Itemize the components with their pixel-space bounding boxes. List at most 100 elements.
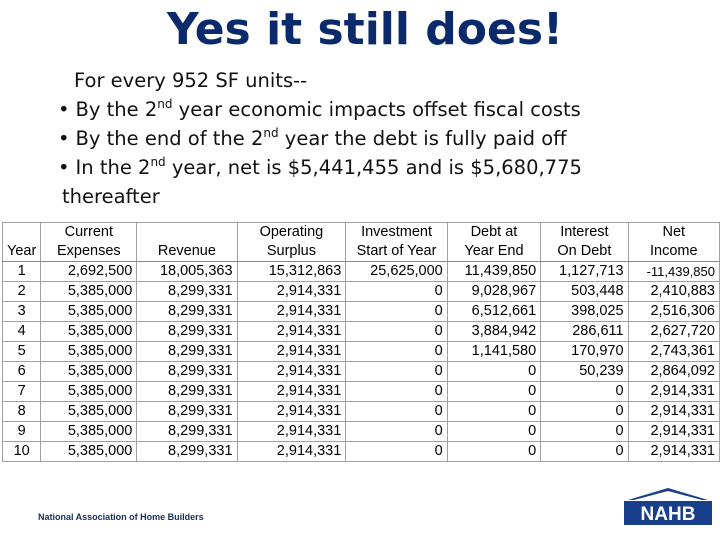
header-top-cell: Current: [40, 222, 138, 242]
table-cell: 5,385,000: [40, 421, 138, 442]
table-cell: 170,970: [540, 341, 629, 362]
table-cell: 5,385,000: [40, 401, 138, 422]
table-cell: 0: [345, 421, 448, 442]
logo-plate: [624, 501, 712, 525]
table-cell: 8,299,331: [136, 301, 238, 322]
table-cell: 2,914,331: [627, 441, 720, 462]
table-cell: 8,299,331: [136, 381, 238, 402]
table-cell: 0: [446, 421, 542, 442]
table-row: 8 5,385,000 8,299,331 2,914,331 0 0 0 2,914,331: [1, 401, 720, 422]
header-cell: Income: [627, 242, 720, 262]
table-cell: 5,385,000: [40, 441, 138, 462]
table-cell: 11,439,850: [446, 261, 542, 282]
header-cell: Revenue: [136, 242, 238, 262]
table-cell: 8,299,331: [136, 281, 238, 302]
table-cell: 0: [446, 441, 542, 462]
table-cell: 0: [345, 381, 448, 402]
table-cell: 2,914,331: [236, 361, 347, 382]
table-row: 10 5,385,000 8,299,331 2,914,331 0 0 0 2,914,33…: [1, 441, 720, 462]
table-cell: 2,914,331: [236, 341, 347, 362]
table-row: 1 2,692,500 18,005,363 15,312,863 25,625,000…: [1, 261, 720, 282]
header-top-cell: Net: [627, 222, 720, 242]
table-cell: 0: [345, 441, 448, 462]
table-cell: 0: [540, 381, 629, 402]
table-cell: 0: [540, 401, 629, 422]
org-name: National Association of Home Builders: [38, 512, 204, 522]
table-cell: 6,512,661: [446, 301, 542, 322]
table-cell: 5,385,000: [40, 361, 138, 382]
table-cell: 2,914,331: [236, 441, 347, 462]
table-cell: 0: [345, 401, 448, 422]
table-row: 7 5,385,000 8,299,331 2,914,331 0 0 0 2,914,331: [1, 381, 720, 402]
table-cell: 8,299,331: [136, 441, 238, 462]
roof-icon: [628, 488, 708, 500]
table-cell: 50,239: [540, 361, 629, 382]
header-top-cell: Interest: [540, 222, 629, 242]
header-row-bottom: Year Expenses Revenue Surplus Start of Y…: [1, 242, 720, 262]
year-cell: 3: [1, 301, 42, 322]
table-cell: 0: [345, 321, 448, 342]
year-cell: 6: [1, 361, 42, 382]
header-cell: Start of Year: [345, 242, 448, 262]
header-cell: Surplus: [236, 242, 347, 262]
table-cell: 2,410,883: [627, 281, 720, 302]
header-cell: Year: [1, 242, 42, 262]
table-cell: 0: [345, 361, 448, 382]
table-cell: 8,299,331: [136, 321, 238, 342]
table-cell: 2,516,306: [627, 301, 720, 322]
year-cell: 5: [1, 341, 42, 362]
table-cell: 5,385,000: [40, 301, 138, 322]
year-cell: 1: [1, 261, 42, 282]
header-top-cell: Investment: [345, 222, 448, 242]
table-body: 1 2,692,500 18,005,363 15,312,863 25,625,000…: [1, 261, 720, 462]
header-top-cell: Operating: [236, 222, 347, 242]
financial-table: Current Operating Investment Debt at Int…: [1, 222, 720, 462]
table-row: 6 5,385,000 8,299,331 2,914,331 0 0 50,239 2,86…: [1, 361, 720, 382]
bullet-1: By the 2nd year economic impacts offset …: [62, 95, 712, 124]
header-cell: Expenses: [40, 242, 138, 262]
table-cell: 1,127,713: [540, 261, 629, 282]
table-cell: 0: [446, 381, 542, 402]
bullet-2: By the end of the 2nd year the debt is f…: [62, 124, 712, 153]
year-cell: 7: [1, 381, 42, 402]
year-cell: 2: [1, 281, 42, 302]
table-row: 9 5,385,000 8,299,331 2,914,331 0 0 0 2,914,331: [1, 421, 720, 442]
year-cell: 9: [1, 421, 42, 442]
bullet-3-continuation: thereafter: [62, 185, 160, 208]
table-cell: 2,914,331: [236, 301, 347, 322]
table-cell: 0: [540, 441, 629, 462]
table-cell: 9,028,967: [446, 281, 542, 302]
table-cell: 5,385,000: [40, 321, 138, 342]
table-cell: 0: [345, 281, 448, 302]
header-row-top: Current Operating Investment Debt at Int…: [1, 222, 720, 242]
table-cell: 2,914,331: [627, 421, 720, 442]
table-cell: 5,385,000: [40, 381, 138, 402]
table-row: 4 5,385,000 8,299,331 2,914,331 0 3,884,942 28…: [1, 321, 720, 342]
table-cell: 5,385,000: [40, 281, 138, 302]
intro-line: For every 952 SF units--: [74, 69, 308, 92]
table-cell: 2,914,331: [627, 381, 720, 402]
table-row: 3 5,385,000 8,299,331 2,914,331 0 6,512,661 39…: [1, 301, 720, 322]
table-cell: 2,914,331: [627, 401, 720, 422]
bullet-block: For every 952 SF units-- By the 2nd year…: [62, 66, 712, 211]
logo-text: NAHB: [641, 504, 696, 525]
table-cell: 8,299,331: [136, 401, 238, 422]
table-cell: 2,914,331: [236, 281, 347, 302]
header-top-cell: [1, 222, 42, 242]
table-cell: 398,025: [540, 301, 629, 322]
table-cell: 18,005,363: [136, 261, 238, 282]
table-cell: 2,914,331: [236, 401, 347, 422]
table-cell: 2,743,361: [627, 341, 720, 362]
table-cell: 8,299,331: [136, 361, 238, 382]
nahb-logo: NAHB: [624, 488, 712, 525]
table-cell: 0: [345, 341, 448, 362]
header-top-cell: [136, 222, 238, 242]
header-cell: On Debt: [540, 242, 629, 262]
table-cell: 2,692,500: [40, 261, 138, 282]
header-cell: Year End: [446, 242, 542, 262]
table-cell: -11,439,850: [627, 261, 720, 282]
table-cell: 286,611: [540, 321, 629, 342]
table-cell: 15,312,863: [236, 261, 347, 282]
table-cell: 1,141,580: [446, 341, 542, 362]
table-cell: 2,914,331: [236, 421, 347, 442]
